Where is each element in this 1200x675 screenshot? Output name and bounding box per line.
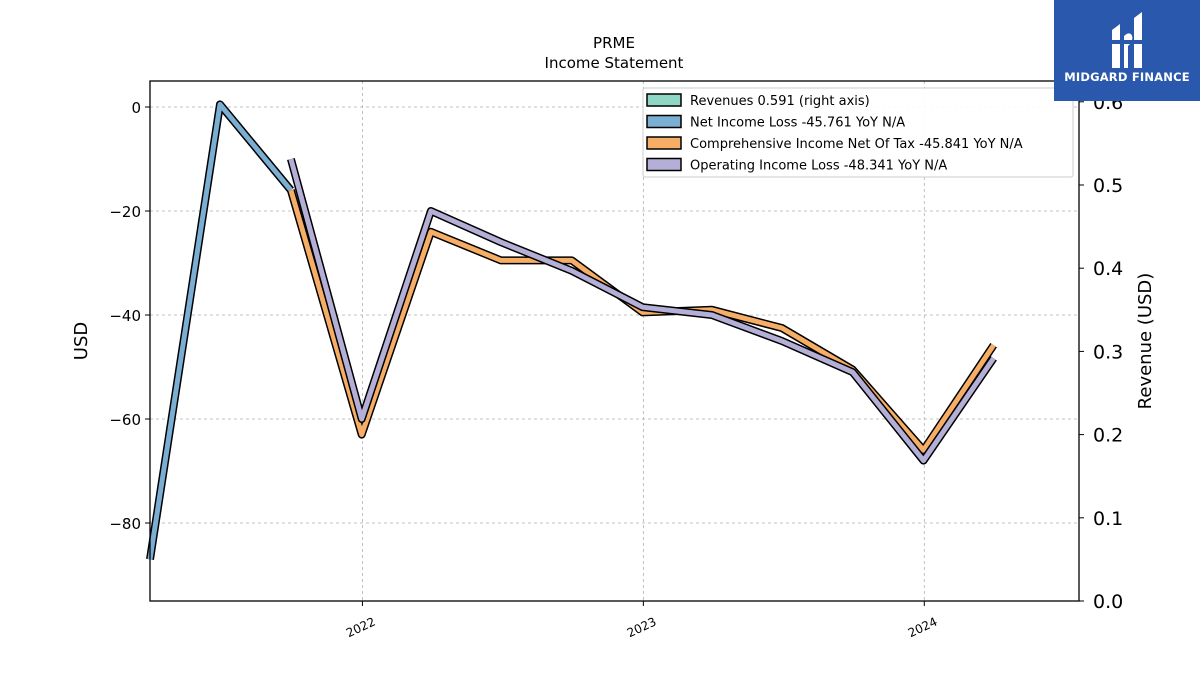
logo-text: MIDGARD FINANCE xyxy=(1064,70,1190,84)
legend-swatch xyxy=(646,136,682,150)
legend-label: Revenues 0.591 (right axis) xyxy=(690,94,870,109)
midgard-finance-logo-icon xyxy=(1108,12,1148,68)
x-axis: 2022 2023 2024 xyxy=(344,601,939,640)
y-tick-label: −80 xyxy=(109,515,141,533)
y-tick-label: −60 xyxy=(109,411,141,429)
x-tick-label: 2024 xyxy=(906,615,940,641)
x-tick-label: 2022 xyxy=(344,615,378,641)
y-right-tick-label: 0.4 xyxy=(1093,258,1123,280)
legend: Revenues 0.591 (right axis) Net Income Lo… xyxy=(642,87,1074,178)
y-tick-label: 0 xyxy=(131,99,141,117)
y-right-tick-label: 0.1 xyxy=(1093,508,1123,530)
y-right-tick-label: 0.5 xyxy=(1093,175,1123,197)
series-lines xyxy=(146,100,997,561)
y-tick-label: −40 xyxy=(109,307,141,325)
y-right-tick-label: 0.3 xyxy=(1093,341,1123,363)
x-tick-label: 2023 xyxy=(625,615,659,641)
chart-title: PRME xyxy=(593,34,635,52)
midgard-finance-logo: MIDGARD FINANCE xyxy=(1054,0,1200,101)
y-axis-right-label: Revenue (USD) xyxy=(1135,273,1156,410)
legend-swatch xyxy=(646,114,682,129)
series-outline-net-income-loss xyxy=(146,100,294,561)
y-axis-label: USD xyxy=(71,322,92,360)
legend-box xyxy=(642,87,1074,178)
y-axis-right: 0.00.10.20.30.40.50.6 xyxy=(1079,92,1123,613)
legend-label: Comprehensive Income Net Of Tax -45.841 … xyxy=(690,137,1023,152)
legend-label: Operating Income Loss -48.341 YoY N/A xyxy=(690,159,947,174)
y-right-tick-label: 0.0 xyxy=(1093,591,1123,613)
y-right-tick-label: 0.2 xyxy=(1093,425,1123,447)
chart-subtitle: Income Statement xyxy=(545,54,684,72)
legend-label: Net Income Loss -45.761 YoY N/A xyxy=(690,116,905,131)
legend-swatch xyxy=(646,157,682,172)
legend-swatch xyxy=(646,93,682,107)
series-line-net-income-loss xyxy=(147,101,293,560)
y-axis-left: 0 −20 −40 −60 −80 xyxy=(109,99,150,533)
y-tick-label: −20 xyxy=(109,203,141,221)
plot-frame xyxy=(149,80,1080,602)
